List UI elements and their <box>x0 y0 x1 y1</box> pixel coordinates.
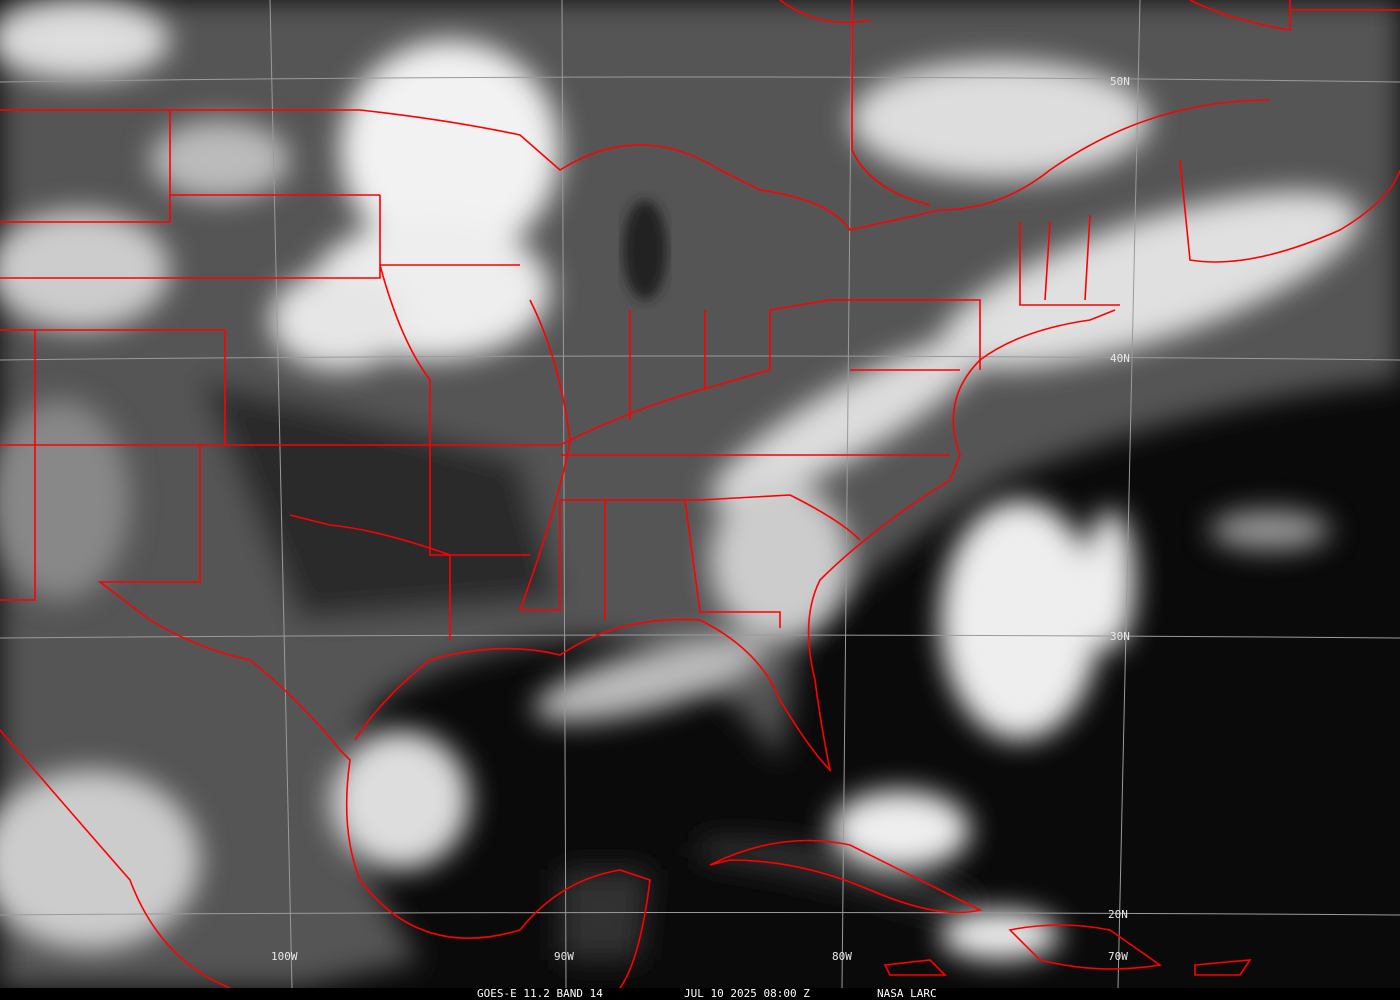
caption-product: GOES-E 11.2 BAND 14 <box>477 987 603 1000</box>
lon-label-100w: 100W <box>271 950 298 963</box>
caption-credit: NASA LARC <box>877 987 937 1000</box>
lon-label-80w: 80W <box>832 950 852 963</box>
lat-label-40n: 40N <box>1110 352 1130 365</box>
lake-michigan <box>623 200 667 300</box>
cloud-cover <box>0 0 1361 960</box>
lat-label-30n: 30N <box>1110 630 1130 643</box>
lat-label-20n: 20N <box>1108 908 1128 921</box>
caption-datetime: JUL 10 2025 08:00 Z <box>684 987 810 1000</box>
image-caption: GOES-E 11.2 BAND 14 JUL 10 2025 08:00 Z … <box>0 988 1400 1000</box>
lon-label-90w: 90W <box>554 950 574 963</box>
lat-label-50n: 50N <box>1110 75 1130 88</box>
lon-label-70w: 70W <box>1108 950 1128 963</box>
